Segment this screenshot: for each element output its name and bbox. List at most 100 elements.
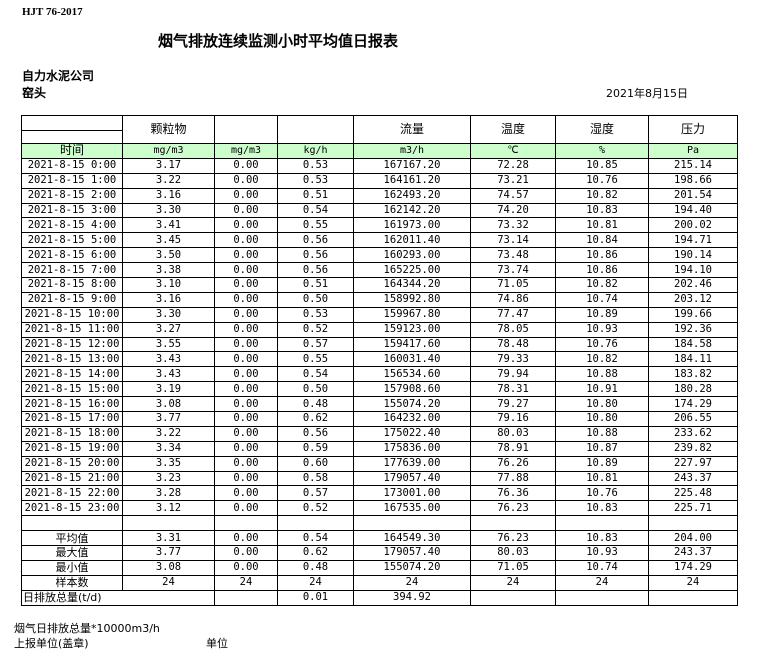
value-cell: 202.46 (648, 277, 738, 293)
table-row: 2021-8-15 4:00 3.41 0.00 0.55 161973.00 73.32… (21, 217, 738, 234)
table-row: 2021-8-15 12:00 3.55 0.00 0.57 159417.60 78.4… (21, 336, 738, 353)
value-cell: 3.50 (122, 247, 215, 264)
value-cell: 3.43 (122, 366, 215, 383)
value-cell: 167167.20 (353, 157, 471, 174)
summary-value: 164549.30 (353, 530, 471, 547)
value-cell: 79.16 (470, 411, 556, 427)
value-cell: 0.52 (277, 500, 354, 517)
value-cell: 79.33 (470, 351, 556, 368)
value-cell: 73.14 (470, 232, 556, 249)
value-cell: 73.74 (470, 262, 556, 279)
value-cell: 0.58 (277, 470, 354, 487)
value-cell: 0.00 (214, 485, 278, 502)
value-cell: 0.00 (214, 172, 278, 189)
value-cell: 71.05 (470, 277, 556, 293)
time-cell: 2021-8-15 5:00 (21, 232, 123, 249)
value-cell: 3.38 (122, 262, 215, 279)
time-cell: 2021-8-15 1:00 (21, 172, 123, 189)
value-cell: 239.82 (648, 440, 738, 457)
value-cell: 0.00 (214, 217, 278, 234)
value-cell: 77.47 (470, 306, 556, 323)
time-cell: 2021-8-15 0:00 (21, 157, 123, 174)
value-cell: 175836.00 (353, 440, 471, 457)
daily-total-row: 日排放总量(t/d) 0.01 394.92 (21, 589, 738, 606)
reporter-label: 上报单位(盖章) (14, 637, 89, 650)
time-cell: 2021-8-15 4:00 (21, 217, 123, 234)
value-cell: 10.80 (555, 411, 649, 427)
value-cell: 76.26 (470, 455, 556, 472)
value-cell: 198.66 (648, 172, 738, 189)
value-cell: 3.30 (122, 306, 215, 323)
summary-value: 0.00 (214, 530, 278, 547)
value-cell: 3.35 (122, 455, 215, 472)
value-cell: 3.43 (122, 351, 215, 368)
value-cell: 10.82 (555, 277, 649, 293)
value-cell: 0.50 (277, 291, 354, 308)
value-cell: 0.57 (277, 336, 354, 353)
empty-cell (21, 515, 123, 532)
value-cell: 3.41 (122, 217, 215, 234)
empty-cell (648, 515, 738, 532)
value-cell: 0.51 (277, 187, 354, 204)
value-cell: 0.60 (277, 455, 354, 472)
value-cell: 0.00 (214, 366, 278, 383)
empty-cell (648, 589, 738, 606)
summary-value: 10.83 (555, 530, 649, 547)
time-cell: 2021-8-15 11:00 (21, 321, 123, 338)
table-row: 2021-8-15 8:00 3.10 0.00 0.51 164344.20 71.05… (21, 277, 738, 293)
summary-value: 0.00 (214, 545, 278, 561)
page-title: 烟气排放连续监测小时平均值日报表 (158, 32, 399, 50)
empty-row (21, 515, 738, 532)
value-cell: 162011.40 (353, 232, 471, 249)
value-cell: 155074.20 (353, 396, 471, 413)
unit-cell: Pa (648, 143, 738, 159)
value-cell: 3.19 (122, 381, 215, 398)
table-row: 2021-8-15 11:00 3.27 0.00 0.52 159123.00 78.0… (21, 321, 738, 338)
value-cell: 0.00 (214, 411, 278, 427)
summary-row: 平均值 3.31 0.00 0.54 164549.30 76.23 10.83 204.00 (21, 530, 738, 547)
header-cell: 流量 (353, 115, 471, 144)
summary-value: 0.62 (277, 545, 354, 561)
value-cell: 0.56 (277, 232, 354, 249)
table-row: 2021-8-15 21:00 3.23 0.00 0.58 179057.40 77.8… (21, 470, 738, 487)
summary-value: 80.03 (470, 545, 556, 561)
time-cell: 2021-8-15 6:00 (21, 247, 123, 264)
value-cell: 179057.40 (353, 470, 471, 487)
value-cell: 78.31 (470, 381, 556, 398)
time-cell: 2021-8-15 21:00 (21, 470, 123, 487)
value-cell: 74.20 (470, 202, 556, 219)
table-row: 2021-8-15 22:00 3.28 0.00 0.57 173001.00 76.3… (21, 485, 738, 502)
time-cell: 2021-8-15 16:00 (21, 396, 123, 413)
value-cell: 0.51 (277, 277, 354, 293)
value-cell: 10.81 (555, 217, 649, 234)
value-cell: 74.86 (470, 291, 556, 308)
table-row: 2021-8-15 2:00 3.16 0.00 0.51 162493.20 74.57… (21, 187, 738, 204)
header-cell: 颗粒物 (122, 115, 215, 144)
time-cell: 2021-8-15 7:00 (21, 262, 123, 279)
empty-cell (214, 589, 278, 606)
value-cell: 0.55 (277, 351, 354, 368)
value-cell: 0.00 (214, 470, 278, 487)
value-cell: 0.00 (214, 351, 278, 368)
value-cell: 0.53 (277, 157, 354, 174)
empty-cell (353, 515, 471, 532)
value-cell: 158992.80 (353, 291, 471, 308)
value-cell: 0.00 (214, 202, 278, 219)
summary-value: 24 (122, 574, 215, 591)
value-cell: 78.48 (470, 336, 556, 353)
value-cell: 0.00 (214, 262, 278, 279)
empty-cell (555, 589, 649, 606)
value-cell: 3.12 (122, 500, 215, 517)
summary-value: 10.93 (555, 545, 649, 561)
summary-value: 155074.20 (353, 559, 471, 576)
table-row: 2021-8-15 17:00 3.77 0.00 0.62 164232.00 79.1… (21, 411, 738, 427)
summary-value: 24 (648, 574, 738, 591)
company-name: 自力水泥公司 (22, 69, 95, 83)
value-cell: 161973.00 (353, 217, 471, 234)
value-cell: 0.00 (214, 232, 278, 249)
summary-value: 24 (214, 574, 278, 591)
value-cell: 10.91 (555, 381, 649, 398)
value-cell: 73.32 (470, 217, 556, 234)
header-corner-cell (21, 115, 123, 144)
value-cell: 190.14 (648, 247, 738, 264)
